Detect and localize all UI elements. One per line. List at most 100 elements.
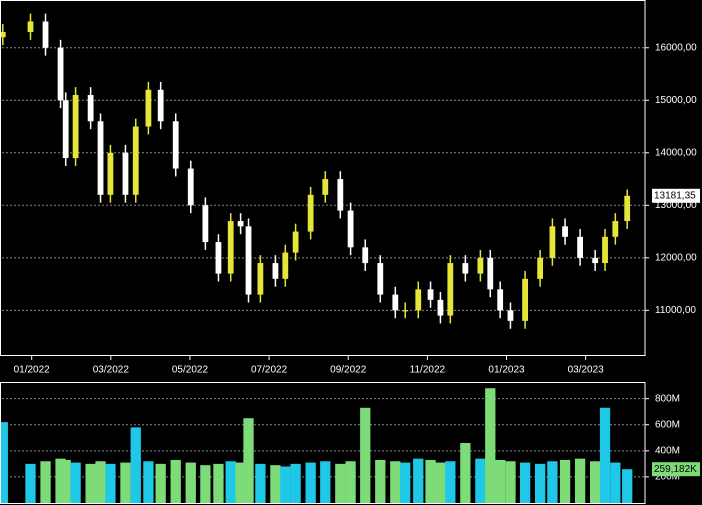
candle-body (97, 121, 104, 195)
candle-body (362, 247, 369, 264)
volume-bar (0, 422, 8, 503)
candle-body (87, 95, 94, 122)
candle-body (0, 31, 6, 38)
volume-bar (95, 461, 106, 503)
x-tick-label: 01/2023 (488, 365, 525, 376)
candle-body (507, 310, 514, 321)
last-price-label: 13181,35 (654, 190, 696, 201)
candle-body (392, 294, 399, 311)
candle-body (322, 179, 329, 195)
volume-bar (235, 462, 246, 503)
candle-body (257, 263, 264, 295)
y-tick-label: 600M (655, 419, 680, 430)
candle-body (237, 221, 244, 227)
candle-body (227, 221, 234, 274)
volume-bar (435, 462, 446, 503)
volume-bar (185, 462, 196, 503)
volume-bar (200, 465, 211, 503)
y-tick-label: 16000,00 (655, 42, 697, 53)
volume-bar (85, 463, 96, 503)
x-tick-label: 11/2022 (410, 365, 446, 376)
volume-bar (305, 462, 316, 503)
volume-bar (610, 462, 621, 503)
volume-bar (460, 443, 471, 503)
candle-body (612, 221, 619, 237)
y-tick-label: 13000,00 (655, 200, 697, 211)
y-tick-label: 15000,00 (655, 95, 697, 106)
candle-body (347, 210, 354, 248)
x-tick-label: 03/2023 (568, 365, 605, 376)
volume-bar (547, 461, 558, 503)
candle-body (592, 257, 599, 264)
volume-bar (290, 463, 301, 503)
volume-bar (622, 469, 633, 503)
volume-bar (255, 463, 266, 503)
candle-body (497, 289, 504, 311)
candle-body (202, 205, 209, 243)
candle-body (427, 289, 434, 300)
volume-bar (60, 459, 71, 503)
volume-bar (360, 407, 371, 503)
volume-bar (130, 427, 141, 503)
candle-body (272, 263, 279, 279)
volume-bar (243, 418, 254, 503)
x-tick-label: 09/2022 (330, 365, 367, 376)
volume-bar (25, 463, 36, 503)
candle-body (415, 289, 422, 311)
candle-body (522, 278, 528, 321)
candle-body (447, 263, 454, 316)
volume-bar (505, 461, 516, 503)
last-volume-label: 259,182K (654, 464, 697, 475)
candle-body (172, 121, 179, 169)
y-tick-label: 14000,00 (655, 147, 697, 158)
candle-body (57, 47, 64, 101)
candle-body (157, 89, 164, 122)
panel-border (0, 382, 646, 504)
candle-body (72, 95, 79, 159)
x-tick-label: 03/2022 (93, 365, 130, 376)
volume-bar (425, 459, 436, 503)
volume-bar (390, 461, 401, 503)
volume-bar (170, 459, 181, 503)
volume-bar (375, 459, 386, 503)
candle-body (462, 263, 469, 274)
candle-body (602, 236, 608, 264)
candle-body (292, 231, 299, 253)
volume-bar (475, 458, 486, 503)
y-tick-label: 800M (655, 393, 680, 404)
candle-body (487, 257, 494, 290)
candle-body (437, 299, 444, 316)
last-price-box (652, 188, 700, 203)
candle-body (132, 126, 139, 195)
volume-bar (519, 462, 531, 503)
volume-bar (534, 463, 546, 503)
candle-body (145, 89, 152, 127)
y-tick-label: 11000,00 (655, 305, 696, 316)
candle-body (537, 257, 544, 279)
y-tick-label: 200M (655, 472, 680, 483)
candle-body (624, 195, 631, 222)
candle-body (42, 21, 49, 48)
volume-bar (495, 459, 506, 503)
candle-body (215, 242, 222, 274)
volume-bar (574, 458, 586, 503)
volume-bar (320, 461, 331, 503)
volume-bar (589, 461, 601, 503)
volume-bar (155, 463, 166, 503)
x-tick-label: 05/2022 (172, 365, 209, 376)
volume-bar (559, 459, 571, 503)
volume-bar (485, 388, 496, 503)
x-tick-label: 01/2022 (14, 365, 51, 376)
candle-body (27, 21, 34, 32)
last-volume-box (652, 462, 700, 477)
panel-border (0, 0, 646, 356)
volume-bar (345, 461, 356, 503)
volume-bar (120, 462, 131, 503)
volume-bar (445, 461, 456, 503)
candle-body (377, 263, 384, 295)
volume-bar (280, 466, 291, 503)
volume-bar (599, 407, 611, 503)
volume-bar (400, 462, 411, 503)
